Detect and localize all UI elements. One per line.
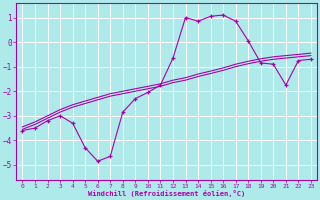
X-axis label: Windchill (Refroidissement éolien,°C): Windchill (Refroidissement éolien,°C) <box>88 190 245 197</box>
